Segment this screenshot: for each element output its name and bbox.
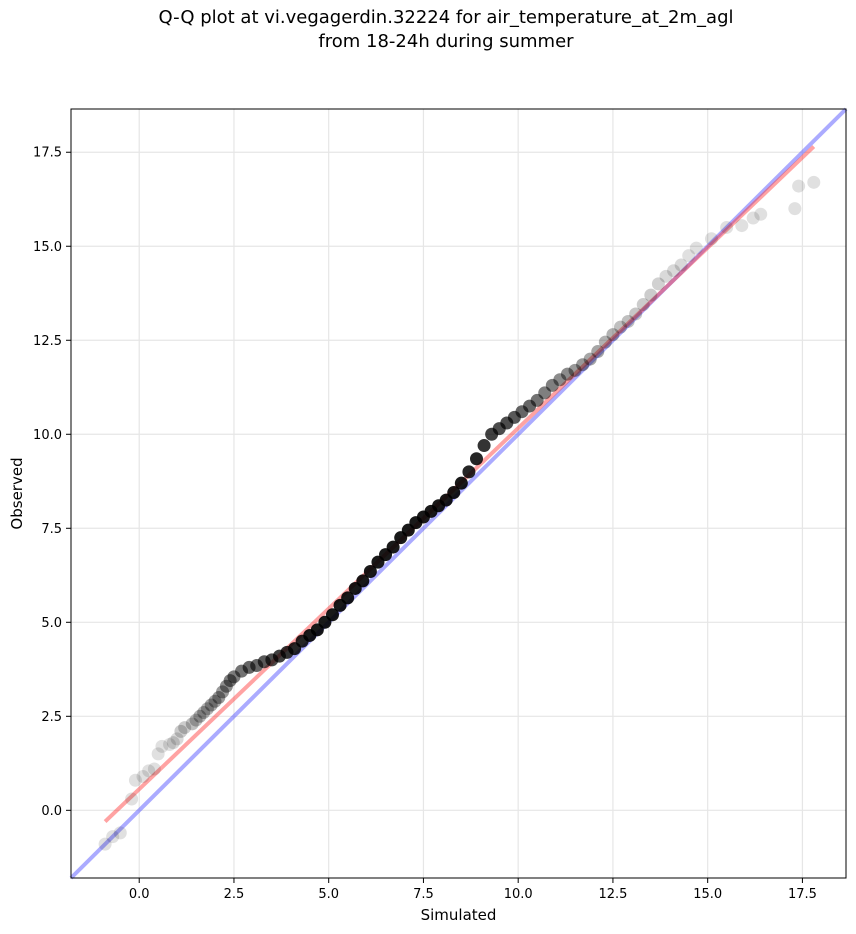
data-point [788, 202, 802, 216]
x-tick-label: 7.5 [413, 887, 434, 902]
chart-title: Q-Q plot at vi.vegagerdin.32224 for air_… [0, 6, 856, 54]
data-point [147, 762, 161, 776]
data-point [568, 363, 582, 377]
x-tick-label: 2.5 [224, 887, 245, 902]
data-point [644, 288, 658, 302]
data-point [629, 307, 643, 321]
data-point [614, 320, 628, 334]
data-point [106, 830, 120, 844]
data-point [462, 465, 476, 479]
data-point [204, 698, 218, 712]
data-point [174, 724, 188, 738]
data-point [363, 565, 377, 579]
data-point [212, 691, 226, 705]
data-point [163, 738, 177, 752]
data-point [792, 179, 806, 193]
x-axis-label: Simulated [421, 906, 497, 924]
y-tick-label: 12.5 [33, 334, 62, 349]
data-point [341, 591, 355, 605]
data-point [166, 736, 180, 750]
data-point [576, 358, 590, 372]
y-tick-label: 15.0 [33, 240, 62, 255]
chart-title-line1: Q-Q plot at vi.vegagerdin.32224 for air_… [158, 7, 734, 28]
data-point [651, 277, 665, 291]
data-point [98, 837, 112, 851]
data-point [682, 249, 696, 263]
data-point [142, 764, 156, 778]
data-point [386, 540, 400, 554]
data-point [720, 220, 734, 234]
data-point [560, 367, 574, 381]
x-tick-label: 5.0 [318, 887, 339, 902]
data-point [170, 732, 184, 746]
data-point [591, 345, 605, 359]
data-point [689, 241, 703, 255]
data-point [470, 452, 484, 466]
data-point [113, 826, 127, 840]
data-point [674, 258, 688, 272]
chart-title-line2: from 18-24h during summer [318, 31, 574, 52]
x-tick-label: 12.5 [598, 887, 627, 902]
points [98, 175, 821, 851]
x-tick-label: 15.0 [693, 887, 722, 902]
data-point [200, 702, 214, 716]
y-tick-label: 2.5 [41, 710, 62, 725]
data-point [621, 314, 635, 328]
data-point [189, 713, 203, 727]
data-point [178, 721, 192, 735]
data-point [193, 709, 207, 723]
y-axis-label: Observed [8, 457, 26, 529]
x-axis: 0.0 2.5 5.0 7.5 10.0 12.5 15.0 17.5 [129, 878, 817, 902]
data-point [208, 694, 222, 708]
y-axis: 0.0 2.5 5.0 7.5 10.0 12.5 15.0 17.5 [33, 146, 71, 819]
plot-frame [70, 108, 847, 879]
data-point [606, 328, 620, 342]
data-point [583, 352, 597, 366]
data-point [185, 717, 199, 731]
data-point [151, 747, 165, 761]
data-point [477, 439, 491, 453]
x-tick-label: 17.5 [788, 887, 817, 902]
data-point [704, 232, 718, 246]
data-point [125, 792, 139, 806]
data-point [553, 373, 567, 387]
y-tick-label: 0.0 [41, 804, 62, 819]
data-point [216, 685, 230, 699]
data-point [754, 207, 768, 221]
data-point [155, 739, 169, 753]
y-tick-label: 5.0 [41, 616, 62, 631]
data-point [128, 773, 142, 787]
data-point [735, 219, 749, 233]
data-point [454, 476, 468, 490]
data-point [807, 175, 821, 189]
y-tick-label: 7.5 [41, 522, 62, 537]
data-point [659, 269, 673, 283]
data-point [598, 335, 612, 349]
x-tick-label: 10.0 [504, 887, 533, 902]
y-tick-label: 10.0 [33, 428, 62, 443]
data-point [197, 706, 211, 720]
data-point [667, 264, 681, 278]
y-tick-label: 17.5 [33, 146, 62, 161]
data-point [636, 298, 650, 312]
grid [71, 109, 846, 878]
data-point [325, 608, 339, 622]
x-tick-label: 0.0 [129, 887, 150, 902]
data-point [447, 486, 461, 500]
data-point [356, 574, 370, 588]
data-point [545, 378, 559, 392]
data-point [746, 211, 760, 225]
data-point [136, 769, 150, 783]
